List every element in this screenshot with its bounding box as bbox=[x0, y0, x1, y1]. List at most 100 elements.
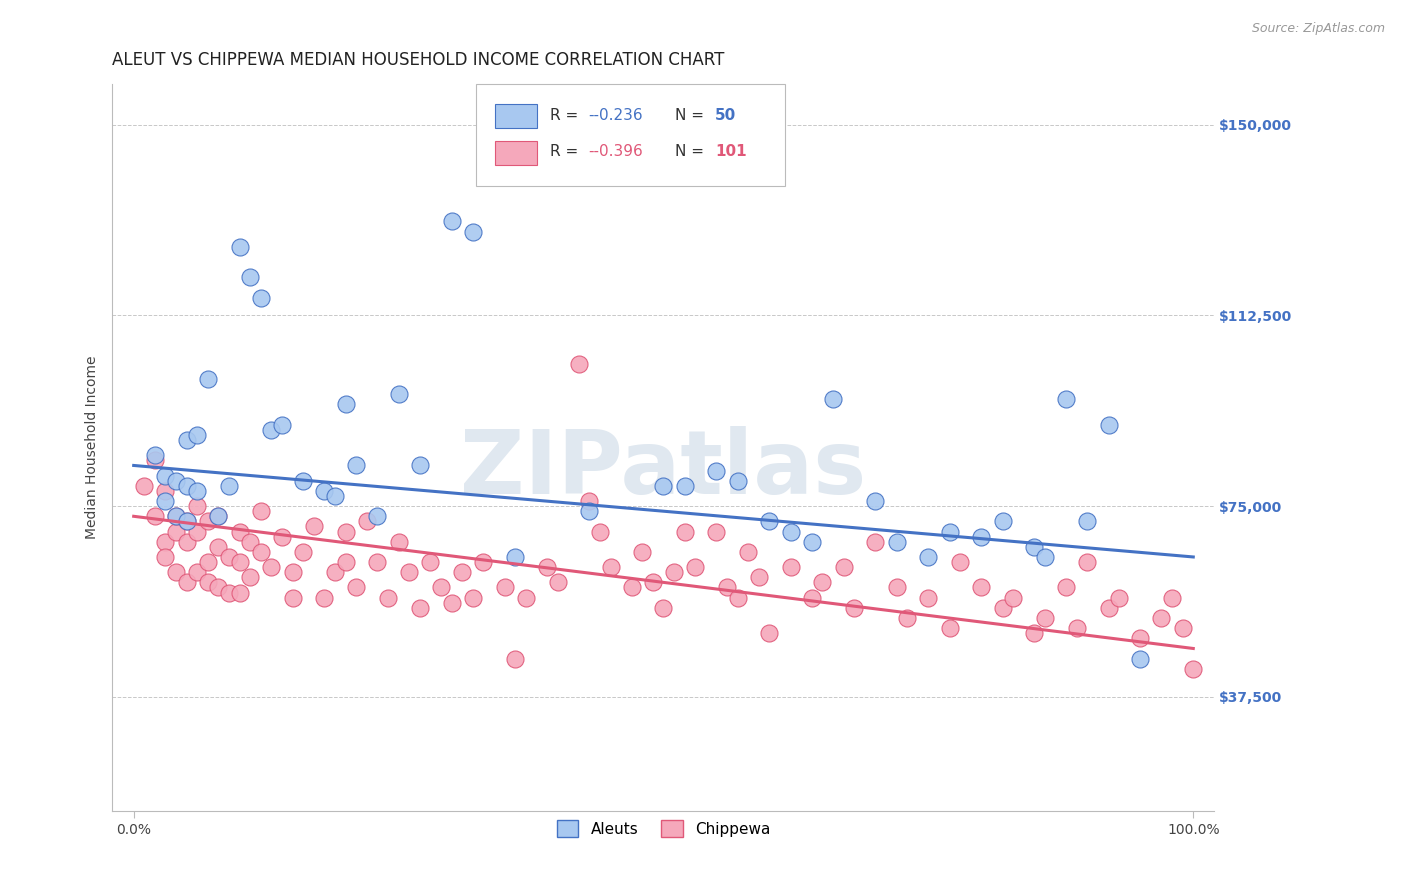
Point bbox=[578, 504, 600, 518]
Point bbox=[356, 515, 378, 529]
Point bbox=[662, 566, 685, 580]
Point bbox=[271, 530, 294, 544]
Point bbox=[1129, 651, 1152, 665]
Point bbox=[1054, 581, 1077, 595]
Point bbox=[281, 591, 304, 605]
Point bbox=[314, 591, 336, 605]
Point bbox=[917, 591, 939, 605]
Point bbox=[589, 524, 612, 539]
Point bbox=[832, 560, 855, 574]
Text: R =: R = bbox=[550, 145, 583, 160]
Point bbox=[673, 479, 696, 493]
Point bbox=[748, 570, 770, 584]
Text: N =: N = bbox=[675, 145, 709, 160]
Point bbox=[706, 524, 728, 539]
Point bbox=[207, 509, 229, 524]
Point bbox=[865, 494, 887, 508]
Point bbox=[494, 581, 516, 595]
Point bbox=[134, 479, 156, 493]
Point bbox=[631, 545, 654, 559]
Point bbox=[155, 494, 177, 508]
Point bbox=[779, 524, 801, 539]
Point bbox=[197, 515, 219, 529]
Legend: Aleuts, Chippewa: Aleuts, Chippewa bbox=[551, 814, 776, 844]
Point bbox=[419, 555, 441, 569]
Point bbox=[335, 397, 357, 411]
Point bbox=[228, 585, 250, 599]
Point bbox=[886, 534, 908, 549]
Point bbox=[1033, 549, 1056, 564]
Point bbox=[314, 483, 336, 498]
Point bbox=[1076, 515, 1098, 529]
Point bbox=[323, 489, 346, 503]
Point bbox=[1076, 555, 1098, 569]
Point bbox=[991, 515, 1014, 529]
Point bbox=[865, 534, 887, 549]
Point bbox=[143, 453, 166, 467]
Point bbox=[599, 560, 621, 574]
Point bbox=[387, 534, 409, 549]
Point bbox=[800, 534, 823, 549]
Point bbox=[271, 417, 294, 432]
Text: 101: 101 bbox=[716, 145, 747, 160]
Point bbox=[758, 515, 780, 529]
Y-axis label: Median Household Income: Median Household Income bbox=[86, 356, 100, 540]
Point bbox=[176, 515, 198, 529]
Point bbox=[409, 600, 432, 615]
Point bbox=[186, 499, 208, 513]
Point bbox=[344, 581, 367, 595]
Point bbox=[218, 479, 240, 493]
Text: --0.236: --0.236 bbox=[589, 108, 643, 123]
Point bbox=[451, 566, 474, 580]
Point bbox=[165, 509, 187, 524]
Point bbox=[165, 566, 187, 580]
Text: Source: ZipAtlas.com: Source: ZipAtlas.com bbox=[1251, 22, 1385, 36]
Point bbox=[207, 540, 229, 554]
Point bbox=[461, 225, 484, 239]
Point bbox=[218, 549, 240, 564]
Point bbox=[409, 458, 432, 473]
Text: R =: R = bbox=[550, 108, 583, 123]
Point bbox=[652, 600, 675, 615]
Point bbox=[155, 549, 177, 564]
Point bbox=[377, 591, 399, 605]
Point bbox=[1129, 632, 1152, 646]
Point bbox=[335, 524, 357, 539]
Text: ZIPatlas: ZIPatlas bbox=[460, 426, 866, 513]
Point bbox=[1054, 392, 1077, 407]
Point bbox=[165, 524, 187, 539]
Point bbox=[207, 509, 229, 524]
Point bbox=[758, 626, 780, 640]
Point bbox=[1002, 591, 1025, 605]
Point bbox=[155, 468, 177, 483]
FancyBboxPatch shape bbox=[495, 141, 537, 165]
Point bbox=[323, 566, 346, 580]
Point bbox=[176, 433, 198, 447]
Point bbox=[292, 474, 315, 488]
Point bbox=[938, 621, 960, 635]
Point bbox=[706, 464, 728, 478]
Text: ALEUT VS CHIPPEWA MEDIAN HOUSEHOLD INCOME CORRELATION CHART: ALEUT VS CHIPPEWA MEDIAN HOUSEHOLD INCOM… bbox=[112, 51, 725, 69]
Point bbox=[461, 591, 484, 605]
Point bbox=[186, 524, 208, 539]
Point bbox=[685, 560, 707, 574]
Point bbox=[292, 545, 315, 559]
Point bbox=[143, 448, 166, 462]
FancyBboxPatch shape bbox=[495, 104, 537, 128]
Point bbox=[143, 509, 166, 524]
Point bbox=[387, 387, 409, 401]
Point bbox=[1150, 611, 1173, 625]
Point bbox=[779, 560, 801, 574]
Text: --0.396: --0.396 bbox=[589, 145, 644, 160]
Point bbox=[503, 549, 526, 564]
Point bbox=[970, 581, 993, 595]
Point bbox=[547, 575, 569, 590]
Point bbox=[727, 474, 749, 488]
Text: 50: 50 bbox=[716, 108, 737, 123]
Point bbox=[536, 560, 558, 574]
Point bbox=[366, 555, 388, 569]
FancyBboxPatch shape bbox=[477, 84, 785, 186]
Point bbox=[398, 566, 420, 580]
Point bbox=[239, 534, 262, 549]
Point bbox=[1161, 591, 1184, 605]
